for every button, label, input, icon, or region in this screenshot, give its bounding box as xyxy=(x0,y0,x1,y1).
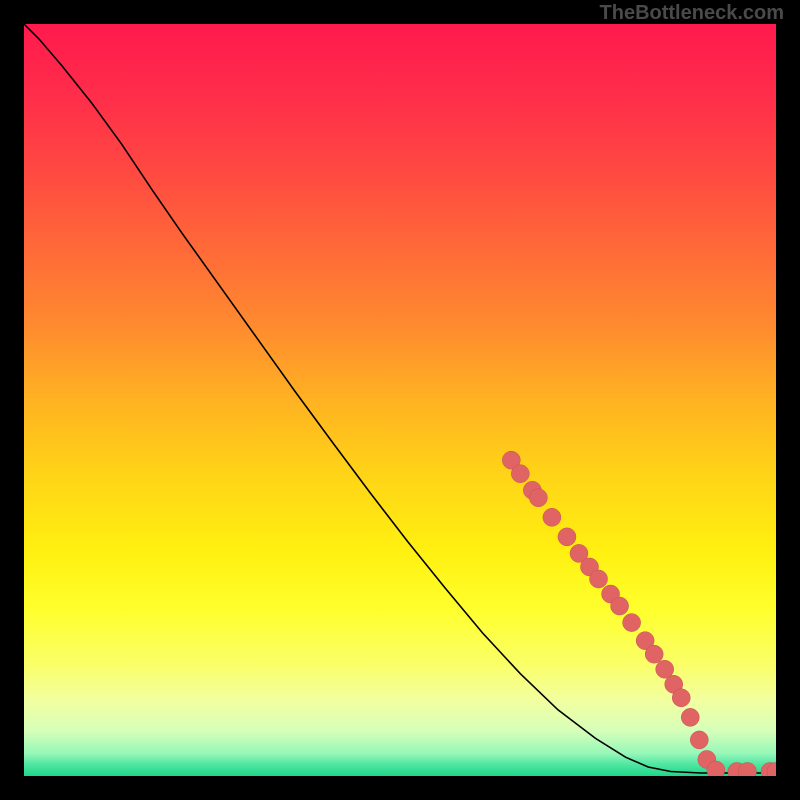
data-marker xyxy=(672,689,690,707)
data-marker xyxy=(590,570,608,588)
data-marker xyxy=(623,614,641,632)
data-marker xyxy=(558,528,576,546)
data-marker xyxy=(511,465,529,483)
data-marker xyxy=(611,597,629,615)
data-marker xyxy=(543,508,561,526)
data-marker xyxy=(690,731,708,749)
curve-layer xyxy=(24,24,776,776)
data-marker xyxy=(645,645,663,663)
plot-area xyxy=(24,24,776,776)
data-marker xyxy=(529,489,547,507)
marker-group xyxy=(502,451,776,776)
watermark-text: TheBottleneck.com xyxy=(600,2,784,25)
data-marker xyxy=(681,708,699,726)
data-marker xyxy=(707,761,725,776)
